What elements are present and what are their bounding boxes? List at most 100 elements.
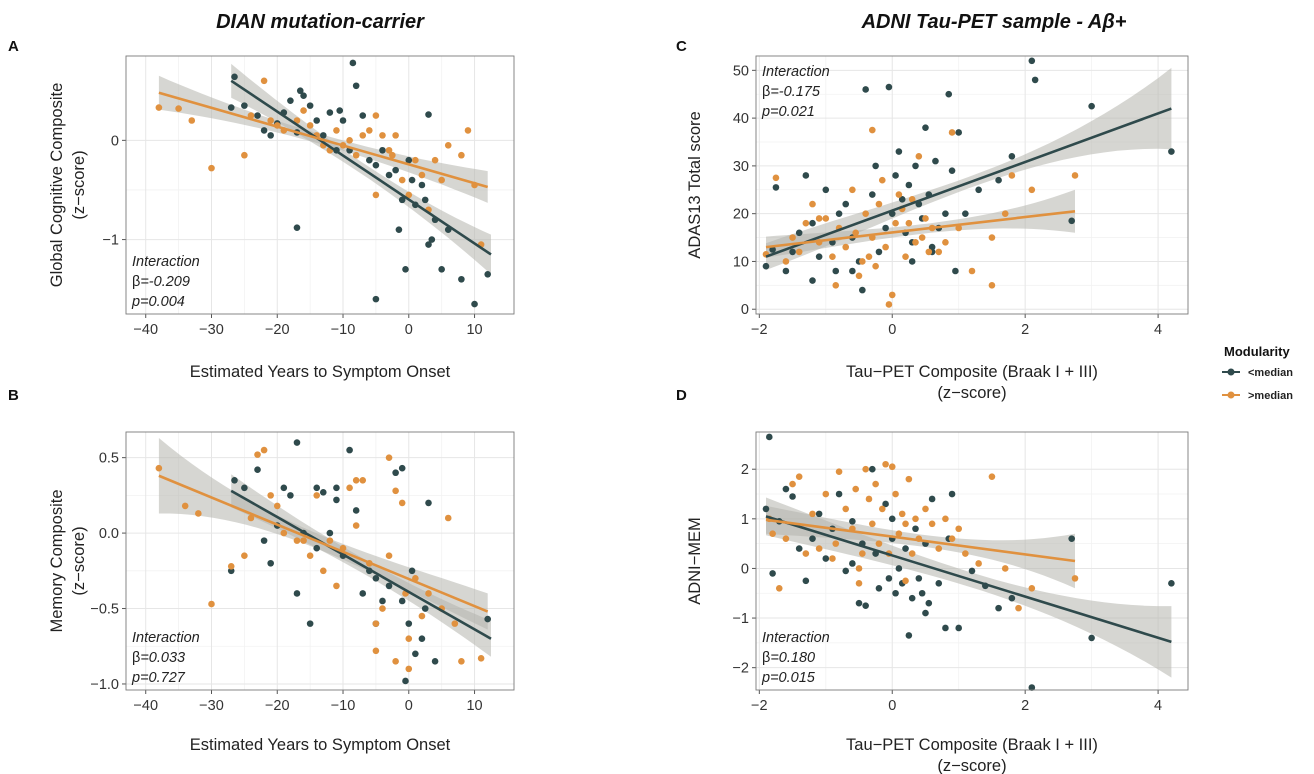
- data-point-below: [945, 90, 953, 98]
- data-point-above: [405, 191, 413, 199]
- data-point-above: [1071, 575, 1079, 582]
- data-point-below: [313, 117, 321, 124]
- legend: Modularity <median >median: [1222, 344, 1293, 402]
- y-axis-title: ADNI−MEM: [686, 517, 704, 605]
- data-point-below: [438, 266, 445, 273]
- data-point-below: [895, 148, 903, 155]
- data-point-above: [852, 229, 859, 237]
- confidence-band-above: [766, 189, 1075, 258]
- x-tick-label: −2: [751, 698, 768, 714]
- panel-b: −40 −30 −20 −10 0 10 −1.0 −0.5 0.0 0.5 B Memory Com…: [8, 387, 515, 754]
- data-point-below: [227, 567, 235, 575]
- legend-item-above: >median: [1222, 390, 1293, 402]
- data-point-below: [359, 112, 367, 119]
- data-point-above: [908, 196, 916, 203]
- data-point-above: [392, 658, 399, 665]
- legend-item-below: <median: [1222, 367, 1293, 379]
- data-point-above: [815, 215, 823, 222]
- fit-line-above: [765, 209, 1076, 249]
- data-point-above: [912, 515, 919, 523]
- panel-letter: C: [676, 38, 687, 55]
- data-point-above: [955, 525, 963, 533]
- data-point-above: [942, 239, 949, 246]
- data-point-below: [287, 492, 294, 499]
- data-point-above: [346, 137, 353, 144]
- data-point-above: [389, 151, 396, 159]
- y-tick-label: 40: [733, 111, 749, 127]
- x-tick-label: 2: [1021, 322, 1029, 338]
- panel-letter: D: [676, 387, 687, 404]
- data-point-below: [942, 210, 949, 217]
- data-point-below: [333, 496, 340, 504]
- data-point-above: [962, 550, 969, 557]
- data-point-above: [293, 537, 301, 544]
- data-point-below: [339, 117, 347, 124]
- y-tick-label: −1.0: [90, 677, 119, 693]
- data-point-below: [892, 172, 899, 179]
- data-point-above: [241, 151, 248, 159]
- data-point-below: [306, 620, 314, 627]
- data-point-below: [908, 258, 916, 265]
- data-point-below: [231, 476, 238, 484]
- data-point-below: [1008, 153, 1016, 160]
- data-point-above: [254, 451, 261, 458]
- data-point-above: [769, 530, 776, 538]
- y-tick-label: −1: [102, 233, 119, 249]
- data-point-below: [962, 210, 969, 217]
- data-point-below: [418, 635, 426, 643]
- data-point-above: [892, 219, 899, 227]
- data-point-above: [988, 282, 996, 289]
- data-point-below: [372, 575, 380, 582]
- data-point-below: [484, 271, 491, 278]
- data-point-below: [372, 295, 380, 303]
- data-point-above: [829, 555, 836, 562]
- data-point-below: [296, 87, 304, 95]
- data-point-below: [359, 590, 367, 597]
- x-tick-label: 10: [466, 322, 482, 338]
- data-point-below: [241, 484, 248, 492]
- data-point-below: [809, 219, 816, 227]
- data-point-above: [882, 243, 889, 251]
- data-point-above: [888, 291, 896, 299]
- data-point-below: [1068, 535, 1075, 542]
- data-point-below: [227, 104, 235, 111]
- data-point-below: [875, 584, 883, 592]
- data-point-below: [402, 266, 409, 273]
- y-axis-title: (z−score): [70, 526, 88, 595]
- data-point-above: [300, 107, 307, 114]
- data-point-above: [809, 200, 816, 208]
- interaction-label: Interaction: [132, 630, 200, 646]
- data-point-below: [925, 599, 933, 607]
- y-axis-title: Memory Composite: [48, 489, 66, 632]
- data-point-above: [477, 655, 485, 662]
- data-point-above: [392, 487, 399, 495]
- data-point-above: [346, 484, 353, 492]
- y-tick-label: 0.0: [99, 526, 119, 542]
- data-point-above: [865, 253, 873, 260]
- data-point-below: [306, 102, 314, 109]
- interaction-p-value: p=0.727: [131, 670, 186, 686]
- data-point-above: [898, 510, 906, 518]
- data-point-below: [336, 107, 344, 114]
- data-point-above: [789, 480, 796, 488]
- x-tick-label: 0: [405, 322, 413, 338]
- data-point-below: [922, 609, 929, 617]
- panel-letter: B: [8, 387, 19, 404]
- data-point-above: [895, 191, 903, 198]
- data-point-below: [392, 166, 399, 174]
- data-point-below: [782, 267, 790, 275]
- data-point-above: [988, 473, 996, 480]
- data-point-above: [313, 492, 321, 499]
- data-point-above: [306, 122, 314, 129]
- data-point-below: [772, 184, 780, 191]
- y-tick-label: 30: [733, 159, 749, 175]
- data-point-above: [300, 537, 307, 544]
- data-point-above: [822, 490, 830, 498]
- data-point-above: [418, 171, 426, 179]
- data-point-above: [849, 186, 856, 194]
- interaction-beta: β=-0.209: [132, 274, 190, 290]
- data-point-above: [181, 502, 189, 510]
- data-point-above: [815, 545, 823, 552]
